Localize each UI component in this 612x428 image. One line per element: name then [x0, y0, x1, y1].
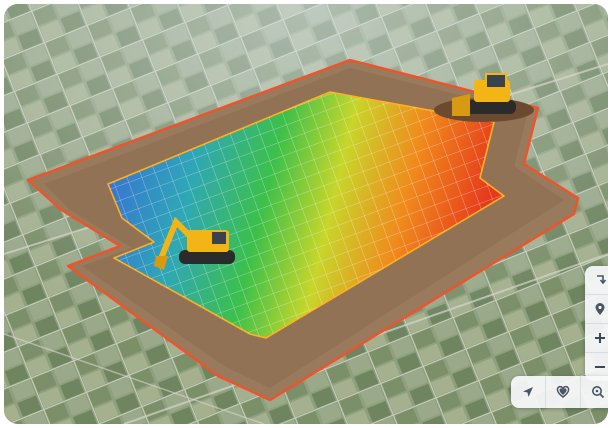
rotate-icon	[597, 275, 607, 285]
search-location-button[interactable]	[581, 376, 608, 408]
excavator[interactable]	[154, 216, 235, 270]
zoom-in-button[interactable]	[585, 324, 608, 353]
favorite-button[interactable]	[546, 376, 581, 408]
zoom-in-icon	[595, 333, 605, 343]
map-controls	[585, 266, 608, 381]
navigate-button[interactable]	[511, 376, 546, 408]
heatmap-grid	[108, 92, 504, 338]
aerial-map[interactable]	[4, 4, 608, 424]
search-location-icon	[592, 386, 605, 399]
zoom-out-icon	[595, 366, 605, 368]
road-line	[4, 333, 265, 424]
navigation-arrow-icon	[523, 387, 533, 397]
location-button[interactable]	[585, 295, 608, 324]
bulldozer[interactable]	[452, 73, 516, 116]
map-toolbar	[511, 376, 608, 408]
zoom-out-button[interactable]	[585, 353, 608, 381]
heart-icon	[556, 385, 570, 398]
location-pin-icon	[595, 303, 605, 315]
map-viewport[interactable]	[4, 4, 608, 424]
rotate-button[interactable]	[585, 266, 608, 295]
